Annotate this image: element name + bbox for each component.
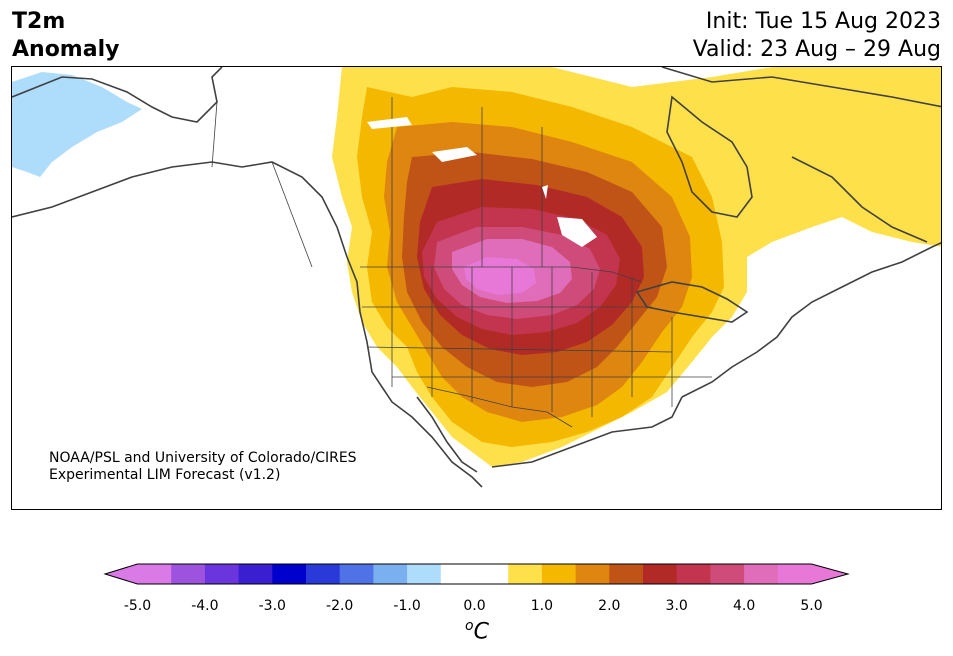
credit-line-1: NOAA/PSL and University of Colorado/CIRE…: [49, 450, 357, 466]
colorbar-bin: [541, 564, 577, 584]
colorbar-bin: [306, 564, 341, 584]
colorbar-bin: [508, 564, 543, 584]
coastlines: [12, 67, 941, 488]
colorbar-tick-label: 3.0: [665, 598, 688, 614]
colorbar-bin: [339, 564, 374, 584]
colorbar-bin: [238, 564, 273, 584]
anomaly-map: [11, 66, 942, 510]
colorbar-bin: [744, 564, 779, 584]
colorbar-bin: [204, 564, 240, 584]
colorbar: [103, 563, 850, 585]
title-line-2: Anomaly: [12, 37, 120, 62]
colorbar-tick-label: 1.0: [530, 598, 554, 614]
west-coast: [12, 161, 483, 488]
lake-3: [557, 217, 597, 247]
colorbar-tick-label: 5.0: [800, 598, 823, 614]
colorbar-tick-label: -1.0: [393, 598, 421, 614]
colorbar-tick-label: -5.0: [123, 598, 152, 614]
colorbar-tick-label: -2.0: [326, 598, 354, 614]
colorbar-bin: [373, 564, 408, 584]
anomaly-band-minus-0-5: [12, 72, 142, 177]
unit-celsius: C: [473, 619, 489, 645]
unit-degree: o: [465, 618, 474, 634]
credit-line-2: Experimental LIM Forecast (v1.2): [49, 467, 281, 483]
colorbar-bin: [643, 564, 678, 584]
province-line-1: [271, 161, 313, 268]
great-lakes: [635, 281, 749, 323]
colorbar-bin: [272, 564, 307, 584]
colorbar-bin: [575, 564, 610, 584]
east-coast: [681, 242, 941, 398]
labrador-coast: [791, 156, 928, 243]
colorbar-bin: [777, 564, 813, 584]
colorbar-bin: [676, 564, 711, 584]
colorbar-bin: [137, 564, 172, 584]
colorbar-under-arrow: [105, 564, 138, 584]
colorbar-bin: [407, 564, 442, 584]
colorbar-outline: [103, 563, 850, 585]
alaska-border: [211, 101, 218, 168]
valid-range: Valid: 23 Aug – 29 Aug: [692, 37, 941, 62]
hudson-bay: [666, 95, 753, 218]
state-line-h2: [366, 346, 673, 353]
colorbar-bin: [474, 564, 509, 584]
unit-label: oC: [465, 618, 489, 644]
colorbar-bin: [710, 564, 745, 584]
lake-2: [432, 147, 477, 162]
init-date: Init: Tue 15 Aug 2023: [705, 9, 941, 34]
forecast-dates: Init: Tue 15 Aug 2023 Valid: 23 Aug – 29…: [693, 8, 941, 64]
map-title: T2m Anomaly: [12, 8, 119, 64]
map-canvas: [12, 67, 941, 488]
colorbar-tick-label: -4.0: [191, 598, 219, 614]
colorbar-tick-label: 0.0: [463, 598, 486, 614]
arctic-islands: [661, 67, 941, 108]
gulf-coast: [491, 396, 683, 468]
title-line-1: T2m: [12, 9, 66, 34]
baja-california: [416, 396, 478, 473]
alaska-coast: [12, 67, 223, 123]
lake-1: [367, 117, 412, 129]
colorbar-bin: [609, 564, 644, 584]
colorbar-over-arrow: [811, 564, 848, 584]
colorbar-tick-label: 4.0: [732, 598, 756, 614]
colorbar-bin: [171, 564, 206, 584]
colorbar-bin: [440, 564, 476, 584]
lakes: [367, 117, 597, 247]
credit-text: NOAA/PSL and University of Colorado/CIRE…: [49, 450, 357, 484]
lake-4: [542, 185, 548, 199]
colorbar-tick-label: 2.0: [598, 598, 621, 614]
colorbar-tick-label: -3.0: [258, 598, 286, 614]
